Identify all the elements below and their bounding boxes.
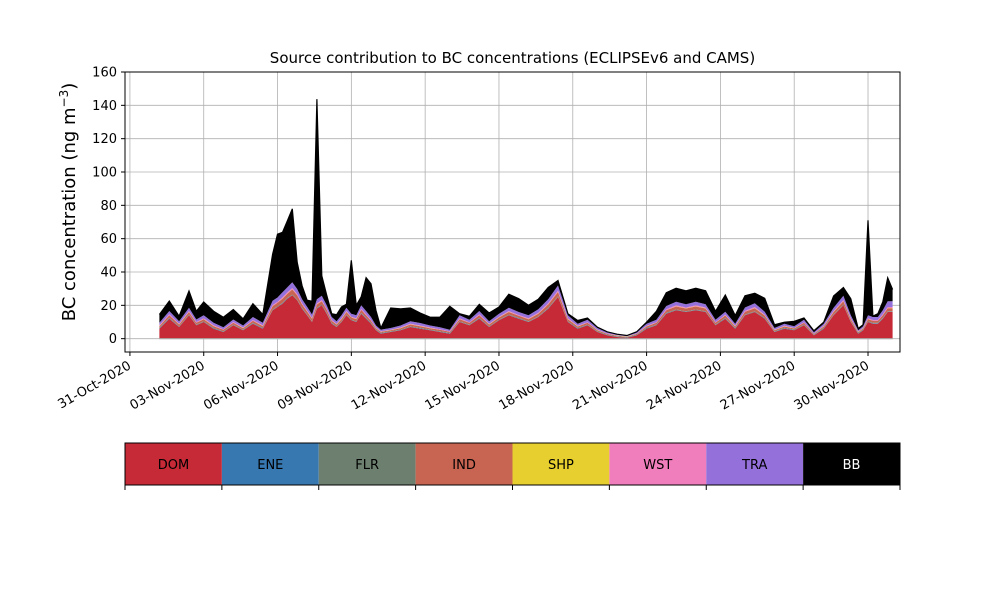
y-tick-label: 40 xyxy=(100,266,117,281)
x-tick-label: 12-Nov-2020 xyxy=(349,358,429,413)
y-tick-label: 60 xyxy=(100,232,117,247)
legend-swatch-bb xyxy=(803,443,900,485)
x-axis: 31-Oct-202003-Nov-202006-Nov-202009-Nov-… xyxy=(56,352,872,413)
y-axis-label-superscript: −3 xyxy=(57,90,71,108)
legend-swatch-shp xyxy=(512,443,610,485)
y-axis: 0 20 40 60 80 100 120 140 160 xyxy=(92,66,125,347)
legend-label-dom: DOM xyxy=(158,458,189,473)
x-tick-label: 15-Nov-2020 xyxy=(423,358,503,413)
legend-swatch-tra xyxy=(706,443,804,485)
legend-swatch-dom xyxy=(125,443,222,485)
legend-swatch-flr xyxy=(318,443,416,485)
x-tick-label: 09-Nov-2020 xyxy=(275,358,355,413)
y-tick-label: 100 xyxy=(92,166,117,181)
y-tick-label: 120 xyxy=(92,132,117,147)
y-axis-label-main: BC concentration (ng m xyxy=(59,107,80,321)
legend-swatch-ind xyxy=(415,443,513,485)
x-tick-label: 06-Nov-2020 xyxy=(201,358,281,413)
y-tick-label: 160 xyxy=(92,66,117,81)
y-tick-label: 0 xyxy=(109,332,117,347)
legend-label-bb: BB xyxy=(843,458,861,473)
legend-label-tra: TRA xyxy=(741,458,767,473)
area-series-ind xyxy=(159,289,893,337)
legend-swatch-ene xyxy=(221,443,319,485)
y-axis-label-close: ) xyxy=(59,83,80,90)
total-line xyxy=(158,99,894,337)
grid xyxy=(125,71,900,352)
legend-label-flr: FLR xyxy=(355,458,379,473)
y-tick-label: 20 xyxy=(100,299,117,314)
total-outline xyxy=(158,99,894,337)
legend-label-wst: WST xyxy=(643,458,672,473)
y-tick-label: 140 xyxy=(92,99,117,114)
x-tick-label: 18-Nov-2020 xyxy=(497,358,577,413)
stacked-areas xyxy=(159,99,893,340)
x-tick-label: 27-Nov-2020 xyxy=(718,358,798,413)
x-tick-label: 24-Nov-2020 xyxy=(644,358,724,413)
legend-label-shp: SHP xyxy=(548,458,574,473)
legend-label-ene: ENE xyxy=(257,458,283,473)
area-series-tra xyxy=(159,282,893,337)
legend-swatch-wst xyxy=(609,443,707,485)
legend-label-ind: IND xyxy=(452,458,476,473)
area-series-dom xyxy=(159,295,893,339)
y-tick-label: 80 xyxy=(100,199,117,214)
legend: DOM ENE FLR IND SHP WST TRA BB xyxy=(124,442,901,490)
x-tick-label: 03-Nov-2020 xyxy=(127,358,207,413)
plot-frame xyxy=(124,71,901,353)
x-tick-label: 31-Oct-2020 xyxy=(56,358,134,412)
area-series-bb xyxy=(159,99,893,336)
x-tick-label: 21-Nov-2020 xyxy=(570,358,650,413)
chart-title: Source contribution to BC concentrations… xyxy=(270,49,755,67)
y-axis-label: BC concentration (ng m−3) xyxy=(57,83,80,322)
x-tick-label: 30-Nov-2020 xyxy=(792,358,872,413)
